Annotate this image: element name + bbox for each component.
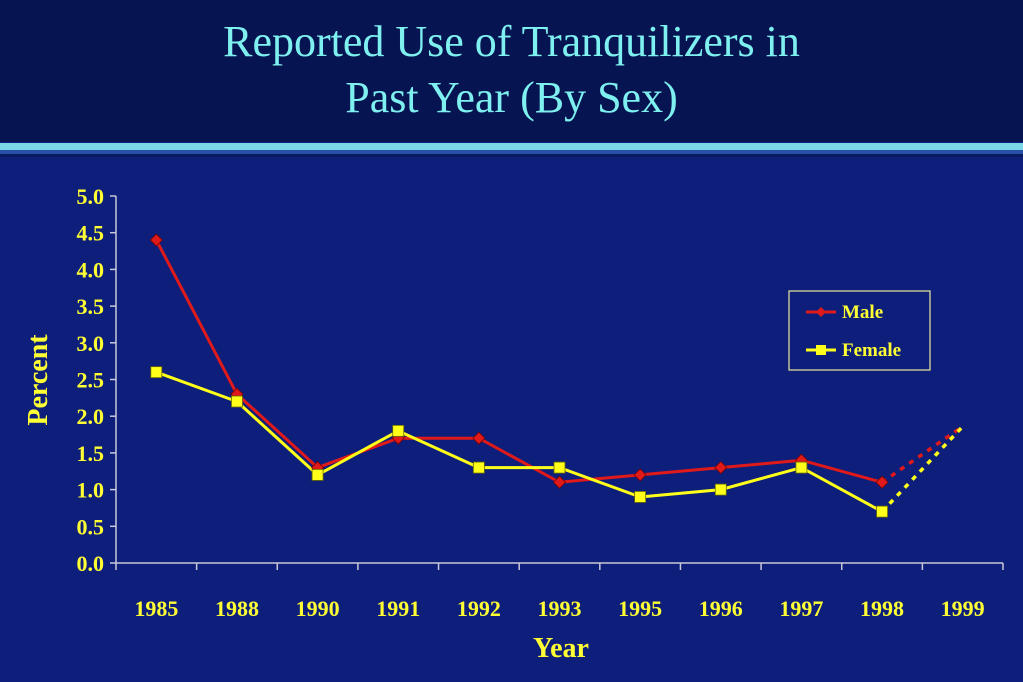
male-point: [149, 233, 163, 247]
y-tick-label: 5.0: [77, 184, 105, 209]
legend-marker-male: [816, 307, 826, 317]
title-divider-light: [0, 143, 1023, 150]
series-line-male: [154, 239, 883, 484]
title-divider-dark: [0, 154, 1023, 157]
y-tick-label: 3.5: [77, 294, 105, 319]
y-tick-label: 4.0: [77, 257, 105, 282]
y-tick-label: 2.0: [77, 404, 105, 429]
male-point: [472, 431, 486, 445]
y-tick-label: 2.5: [77, 368, 105, 393]
x-tick-label: 1991: [376, 596, 420, 621]
x-tick-label: 1995: [618, 596, 662, 621]
female-point: [311, 469, 324, 481]
x-tick-label: 1990: [296, 596, 340, 621]
x-tick-label: 1993: [538, 596, 582, 621]
female-point: [392, 424, 405, 437]
female-point: [714, 483, 727, 496]
x-tick-label: 1998: [860, 596, 904, 621]
x-tick-label: 1999: [941, 596, 985, 621]
series-line-female: [155, 370, 883, 513]
series-dotted-line-male: [881, 425, 964, 484]
legend-box: [788, 290, 931, 371]
y-axis-title: Percent: [23, 334, 54, 426]
female-point: [553, 461, 566, 474]
x-tick-label: 1997: [779, 596, 823, 621]
x-tick-label: 1996: [699, 596, 743, 621]
series-dotted-line-female: [880, 425, 964, 513]
female-point: [472, 461, 485, 474]
x-tick-label: 1985: [134, 596, 178, 621]
y-tick-label: 0.5: [77, 514, 105, 539]
title-line-2: Past Year (By Sex): [345, 73, 678, 122]
y-tick-label: 0.0: [77, 551, 105, 576]
title-divider-mid: [0, 150, 1023, 154]
female-point: [231, 395, 243, 408]
female-point: [876, 505, 888, 518]
slide-title: Reported Use of Tranquilizers in Past Ye…: [0, 14, 1023, 126]
title-band: [0, 0, 1023, 142]
title-line-1: Reported Use of Tranquilizers in: [223, 17, 800, 66]
female-point: [150, 366, 163, 379]
legend-label: Male: [842, 302, 883, 323]
legend-label: Female: [842, 340, 901, 361]
x-tick-label: 1988: [215, 596, 259, 621]
male-point: [875, 475, 889, 489]
y-tick-label: 1.5: [77, 441, 105, 466]
y-tick-label: 1.0: [77, 478, 105, 503]
y-tick-label: 4.5: [77, 221, 105, 246]
x-tick-label: 1992: [457, 596, 501, 621]
y-tick-label: 3.0: [77, 331, 105, 356]
male-point: [633, 468, 647, 482]
male-point: [552, 475, 567, 489]
male-point: [714, 461, 728, 475]
legend-marker-female: [816, 345, 826, 355]
female-point: [795, 461, 808, 474]
female-point: [634, 491, 647, 503]
x-axis-title: Year: [533, 633, 589, 664]
